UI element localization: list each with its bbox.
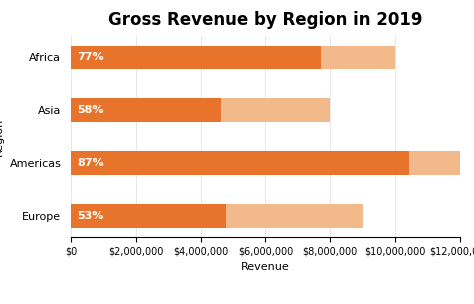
Bar [71,98,221,122]
Bar [71,46,320,69]
Bar [226,204,363,228]
Bar [71,204,226,228]
X-axis label: Revenue: Revenue [241,262,290,272]
Text: 87%: 87% [78,158,104,168]
Bar [409,151,460,175]
Bar [221,98,330,122]
Bar [320,46,395,69]
Text: 58%: 58% [78,105,104,115]
Bar [71,151,409,175]
Text: 77%: 77% [78,53,104,63]
Y-axis label: Region: Region [0,118,4,156]
Title: Gross Revenue by Region in 2019: Gross Revenue by Region in 2019 [108,11,423,29]
Text: 53%: 53% [78,211,104,221]
